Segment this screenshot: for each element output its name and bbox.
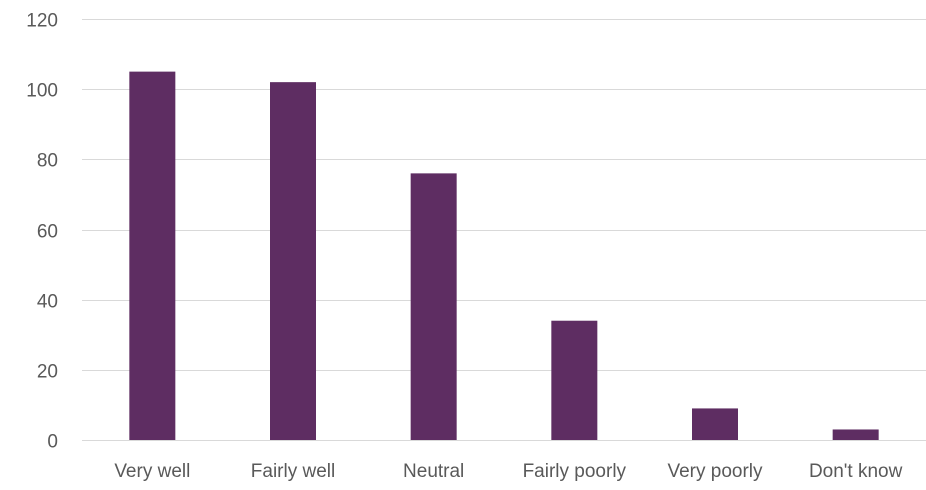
x-category-label: Fairly well — [251, 461, 335, 482]
y-tick-label: 100 — [26, 81, 58, 102]
y-tick-label: 80 — [37, 151, 58, 172]
y-tick-label: 20 — [37, 362, 58, 383]
gridlines — [82, 19, 926, 441]
x-category-label: Fairly poorly — [523, 461, 627, 482]
x-category-label: Don't know — [809, 461, 903, 482]
y-axis-tick-labels: 0 20 40 60 80 100 120 — [26, 11, 58, 453]
x-category-label: Very poorly — [667, 461, 763, 482]
bar — [410, 173, 457, 440]
y-tick-label: 120 — [26, 11, 58, 32]
x-category-label: Neutral — [403, 461, 464, 482]
y-tick-label: 60 — [37, 222, 58, 243]
bar — [692, 408, 738, 440]
bar — [129, 71, 176, 440]
y-tick-label: 40 — [37, 292, 58, 313]
x-axis-category-labels: Very well Fairly well Neutral Fairly poorly… — [114, 461, 902, 482]
bar — [270, 82, 316, 441]
bar — [832, 429, 879, 440]
x-category-label: Very well — [114, 461, 190, 482]
bars — [129, 71, 879, 441]
bar — [551, 320, 598, 440]
y-tick-label: 0 — [47, 432, 58, 453]
